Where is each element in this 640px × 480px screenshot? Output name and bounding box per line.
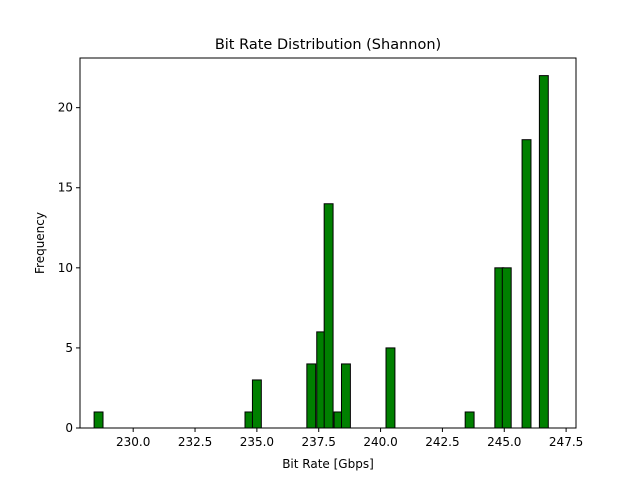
x-tick-label-3: 237.5 [302,435,336,449]
histogram-bar-3 [306,363,317,429]
x-tick-label-4: 240.0 [363,435,397,449]
histogram-bar-11 [501,267,512,429]
histogram-bar-12 [521,139,532,429]
x-ticks-group: 230.0 232.5 235.0 237.5 240.0 242.5 245.0 247.5 [116,428,583,449]
plot-frame [79,57,577,429]
x-tick-label-0: 230.0 [116,435,150,449]
histogram-bar-7 [340,363,351,429]
y-tick-label-1: 5 [65,341,73,355]
histogram-bar-2 [251,379,262,429]
x-tick-label-7: 247.5 [549,435,583,449]
chart-title: Bit Rate Distribution (Shannon) [215,37,441,53]
y-tick-label-2: 10 [58,261,73,275]
x-tick-label-5: 242.5 [425,435,459,449]
x-axis-label: Bit Rate [Gbps] [282,457,374,471]
y-tick-label-0: 0 [65,421,73,435]
x-tick-label-1: 232.5 [178,435,212,449]
histogram-bar-8 [385,347,396,429]
histogram-bar-9 [464,411,475,429]
histogram-bar-0 [93,411,104,429]
x-tick-label-6: 245.0 [487,435,521,449]
x-tick-label-2: 235.0 [240,435,274,449]
y-ticks-group: 0 5 10 15 20 [58,101,80,435]
y-axis-label: Frequency [33,212,47,274]
y-tick-label-3: 15 [58,181,73,195]
histogram-bar-13 [538,75,549,429]
y-tick-label-4: 20 [58,101,73,115]
histogram-bar-5 [323,203,334,429]
